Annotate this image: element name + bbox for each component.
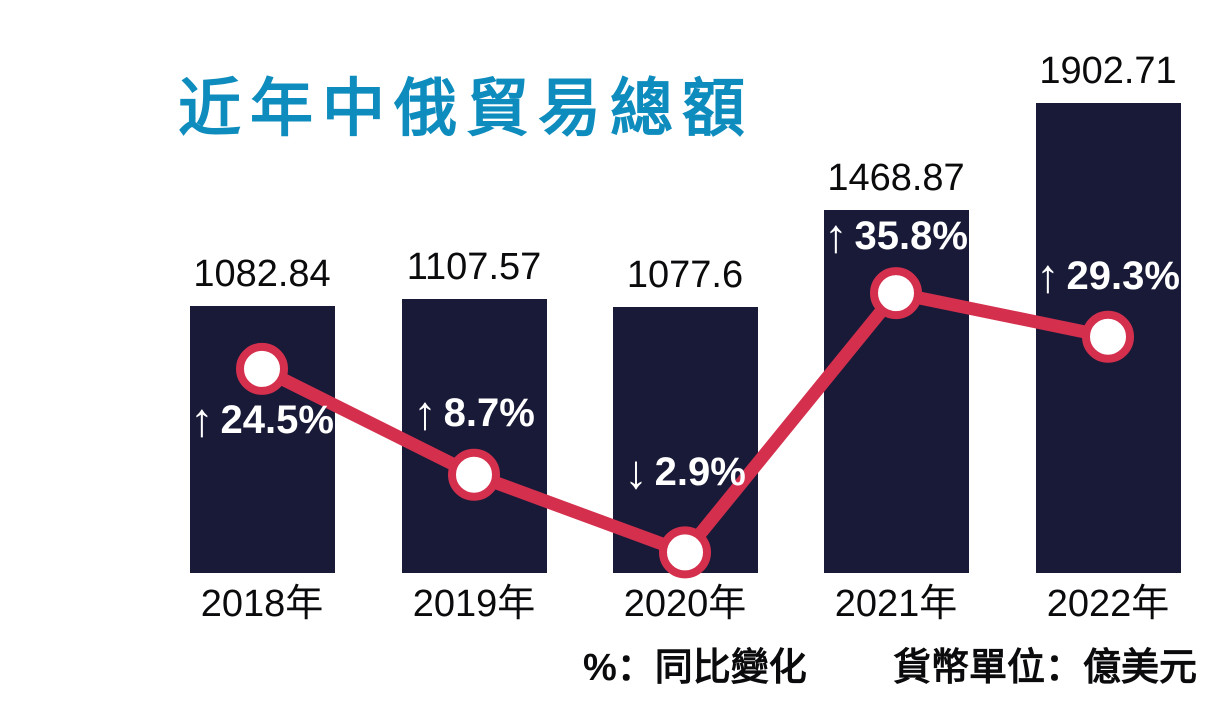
- up-arrow-icon: ↑: [824, 209, 848, 262]
- line-marker-2020: [659, 526, 711, 579]
- pct-change-value: 8.7%: [443, 391, 535, 436]
- line-marker-2021: [870, 267, 922, 320]
- line-marker-2022: [1082, 310, 1134, 363]
- x-axis-label-2020: 2020年: [623, 583, 747, 625]
- line-marker-2018: [236, 342, 288, 395]
- bar-value-label-2018: 1082.84: [193, 253, 331, 295]
- up-arrow-icon: ↑: [413, 386, 437, 439]
- down-arrow-icon: ↓: [624, 445, 648, 498]
- line-marker-2019: [448, 448, 500, 501]
- pct-footnote: %：同比變化: [583, 647, 807, 689]
- up-arrow-icon: ↑: [1036, 249, 1060, 302]
- pct-change-value: 35.8%: [854, 214, 968, 259]
- bar-2019: [401, 299, 547, 573]
- bar-value-label-2022: 1902.71: [1039, 50, 1177, 92]
- bar-value-label-2021: 1468.87: [827, 157, 965, 199]
- up-arrow-icon: ↑: [190, 393, 214, 446]
- pct-change-label-2018: ↑ 24.5%: [190, 393, 334, 446]
- pct-change-value: 29.3%: [1066, 254, 1180, 299]
- bar-value-label-2020: 1077.6: [626, 254, 744, 296]
- trend-line: [259, 285, 1110, 561]
- pct-change-label-2022: ↑ 29.3%: [1036, 249, 1180, 302]
- pct-change-label-2019: ↑ 8.7%: [413, 386, 535, 439]
- unit-footnote: 貨幣單位：億美元: [893, 647, 1198, 689]
- pct-change-value: 24.5%: [220, 398, 334, 443]
- bar-value-label-2019: 1107.57: [406, 246, 542, 288]
- pct-change-value: 2.9%: [654, 450, 746, 495]
- pct-change-label-2020: ↓ 2.9%: [624, 445, 746, 498]
- chart-title: 近年中俄貿易總額: [178, 74, 754, 144]
- x-axis-label-2018: 2018年: [200, 583, 324, 625]
- x-axis-label-2021: 2021年: [834, 583, 958, 625]
- x-axis-label-2022: 2022年: [1046, 583, 1170, 625]
- pct-change-label-2021: ↑ 35.8%: [824, 209, 968, 262]
- x-axis-label-2019: 2019年: [412, 583, 536, 625]
